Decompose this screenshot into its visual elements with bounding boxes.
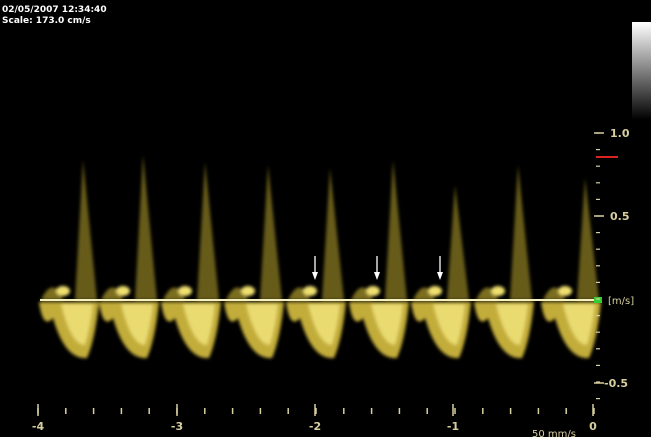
baseline-blob [56, 286, 70, 296]
x-tick-label: -1 [447, 420, 459, 433]
baseline-blob [491, 286, 505, 296]
gray-bar [632, 22, 651, 120]
background [0, 0, 651, 437]
x-tick-label: -4 [32, 420, 45, 433]
scale: Scale: 173.0 cm/s [2, 16, 91, 26]
baseline-blob [303, 286, 317, 296]
x-tick-label: -3 [171, 420, 183, 433]
baseline-blob [116, 286, 130, 296]
date-time: 02/05/2007 12:34:40 [2, 5, 107, 15]
baseline-blob [558, 286, 572, 296]
sweep-speed: 50 mm/s [532, 429, 576, 437]
doppler-screen: 02/05/2007 12:34:40 Scale: 173.0 cm/s 1.… [0, 0, 651, 437]
x-tick-label: 0 [589, 420, 597, 433]
baseline-marker [594, 297, 602, 303]
x-tick-label: -2 [309, 420, 321, 433]
unit-label: [m/s] [608, 296, 634, 307]
y-tick-label: 1.0 [610, 127, 630, 140]
y-tick-label: -0.5 [604, 377, 628, 390]
y-tick-label: 0.5 [610, 210, 630, 223]
baseline-blob [178, 286, 192, 296]
baseline-blob [241, 286, 255, 296]
baseline-blob [366, 286, 380, 296]
baseline-blob [428, 286, 442, 296]
